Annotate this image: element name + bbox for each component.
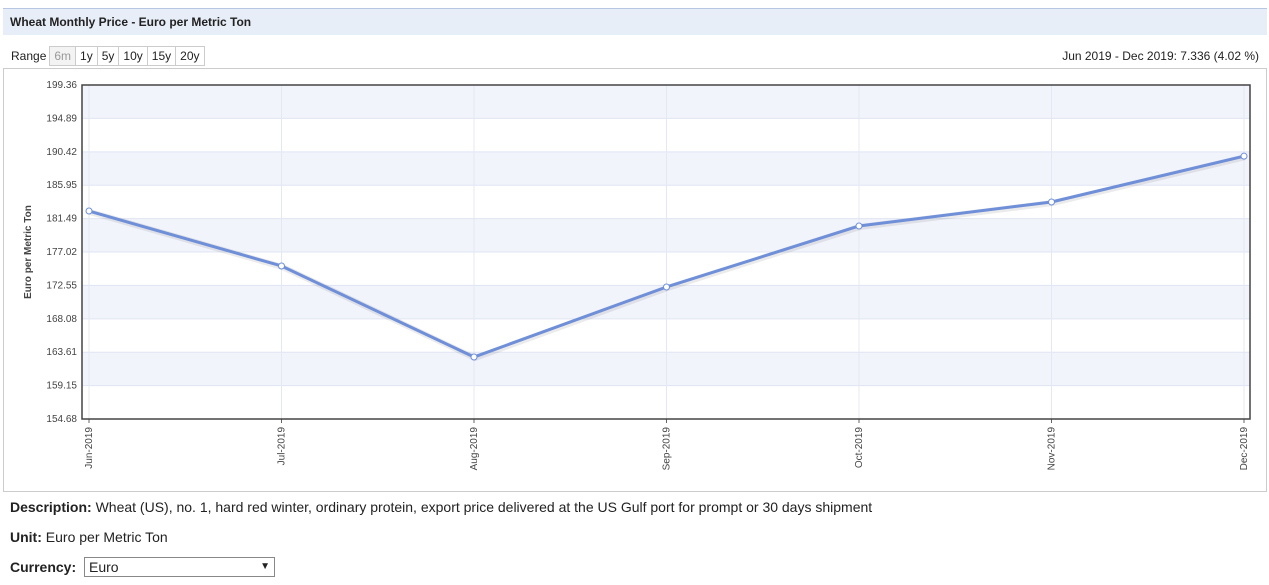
- dropdown-arrow: ▼: [260, 561, 270, 572]
- y-tick-label: 177.02: [46, 247, 77, 258]
- data-point: [85, 207, 93, 215]
- data-point: [663, 283, 670, 291]
- y-tick-label: 199.36: [46, 80, 77, 91]
- header-bar: Wheat Monthly Price - Euro per Metric To…: [3, 8, 1267, 35]
- summary: Jun 2019 - Dec 2019: 7.336 (4.02 %): [1062, 49, 1259, 63]
- chart-box: 154.68 159.15 163.61 168.08 172.55 177.02 181.…: [3, 68, 1267, 492]
- range-label: Range: [11, 49, 47, 63]
- y-tick-label: 172.55: [46, 280, 77, 291]
- plot-frame: [81, 84, 1251, 420]
- y-tick-label: 181.49: [46, 214, 77, 225]
- range-button[interactable]: 6m: [49, 46, 77, 66]
- description-row: Description: Wheat (US), no. 1, hard red…: [10, 499, 872, 515]
- currency-select[interactable]: Euro ▼: [84, 557, 275, 577]
- data-point: [1240, 152, 1248, 160]
- data-point: [1048, 198, 1055, 206]
- chart: 154.68 159.15 163.61 168.08 172.55 177.02 181.…: [23, 80, 1251, 471]
- header-title: Wheat Monthly Price - Euro per Metric To…: [10, 15, 252, 29]
- unit-row: Unit: Euro per Metric Ton: [10, 529, 168, 545]
- range-button[interactable]: 15y: [146, 46, 177, 66]
- currency-value: Euro: [89, 559, 119, 575]
- data-point: [278, 262, 285, 270]
- range-button[interactable]: 10y: [118, 46, 148, 66]
- description-text: Wheat (US), no. 1, hard red winter, ordi…: [95, 499, 873, 515]
- range-button[interactable]: 20y: [175, 46, 205, 66]
- y-tick-label: 194.89: [46, 113, 77, 124]
- x-tick-label: Jul-2019: [277, 427, 288, 466]
- x-tick-label: Jun-2019: [84, 427, 95, 469]
- y-tick-label: 185.95: [46, 180, 77, 191]
- data-point: [470, 353, 478, 361]
- range-selector: Range 6m 1y 5y 10y 15y 20y: [11, 46, 205, 66]
- currency-row: Currency:: [10, 559, 76, 575]
- y-tick-label: 190.42: [46, 147, 77, 158]
- y-tick-label: 159.15: [46, 381, 77, 392]
- x-tick-label: Oct-2019: [854, 427, 865, 469]
- y-tick-label: 163.61: [46, 347, 77, 358]
- y-tick-label: 168.08: [46, 314, 77, 325]
- currency-label: Currency:: [10, 559, 77, 575]
- unit-text: Euro per Metric Ton: [45, 529, 168, 545]
- x-tick-label: Aug-2019: [469, 427, 480, 471]
- y-tick-label: 154.68: [46, 414, 77, 425]
- x-tick-label: Sep-2019: [662, 427, 673, 471]
- y-axis-label: Euro per Metric Ton: [23, 205, 34, 299]
- range-button[interactable]: 5y: [96, 46, 120, 66]
- unit-label: Unit:: [10, 529, 42, 545]
- range-button[interactable]: 1y: [75, 46, 98, 66]
- description-label: Description:: [10, 499, 92, 515]
- data-point: [855, 222, 863, 230]
- line-shadow: [89, 154, 1246, 362]
- x-tick-label: Dec-2019: [1239, 427, 1250, 471]
- x-tick-label: Nov-2019: [1047, 427, 1058, 471]
